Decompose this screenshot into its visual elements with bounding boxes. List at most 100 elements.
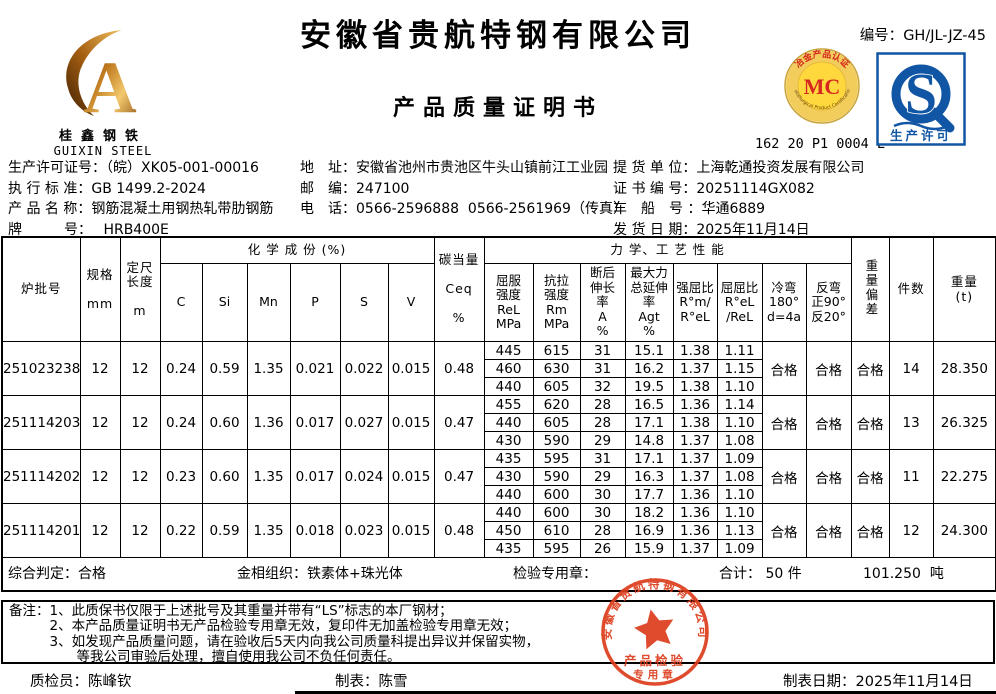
cell-mechanical: 16.9 <box>624 521 674 540</box>
cell-batch-number: 251114203 <box>1 395 81 450</box>
cell-mechanical: 435 <box>483 449 534 468</box>
table-header-row: 炉批号 规格 mm 定尺 长度 m 化 学 成 份 (%) 碳当量 Ceq % … <box>1 236 996 342</box>
cell-mechanical: 30 <box>579 485 626 504</box>
remark-line: 3、如发现产品质量问题，请在验收后5天内向我公司质量科提出异议并保留实物， <box>49 633 540 650</box>
cell-mechanical: 620 <box>532 395 581 414</box>
cell-mechanical: 31 <box>579 449 626 468</box>
col-header-cold-bend: 冷弯 180° d=4a <box>761 263 807 342</box>
cell-ceq: 0.48 <box>433 503 485 558</box>
cell-chemistry: 0.017 <box>289 395 341 450</box>
cell-mechanical: 31 <box>579 341 626 360</box>
cell-mechanical: 435 <box>483 539 534 558</box>
remark-line: 等我公司审验后处理，擅自使用我公司不负任何责任。 <box>49 649 401 666</box>
cell-chemistry: 0.22 <box>159 503 203 558</box>
cell-mechanical: 440 <box>483 503 534 522</box>
svg-text:A: A <box>83 47 136 120</box>
cell-mechanical: 19.5 <box>624 377 674 396</box>
remark-line: 1、此质保书仅限于上述批号及其重量并带有“LS”标志的本厂钢材； <box>49 603 453 619</box>
batch-row: 450 610 28 16.9 1.36 1.13 <box>2 521 996 540</box>
cell-mechanical: 600 <box>532 485 581 504</box>
doc-number: 编号：GH/JL-JZ-45 <box>860 24 986 45</box>
cell-chemistry: 0.59 <box>201 341 248 396</box>
cell-mechanical: 460 <box>483 359 534 378</box>
cell-weight-deviation: 合格 <box>850 341 890 396</box>
cell-mechanical: 16.3 <box>624 467 674 486</box>
cell-weight-deviation: 合格 <box>850 503 890 558</box>
info-label: 邮 编： <box>300 180 356 197</box>
cell-length: 12 <box>119 341 161 396</box>
info-label: 发 货 日 期： <box>613 221 697 238</box>
guixin-logo-block: A 桂鑫钢铁 GUIXIN STEEL <box>38 28 168 158</box>
cell-cold-bend: 合格 <box>761 503 807 558</box>
cell-mechanical: 600 <box>532 503 581 522</box>
cell-chemistry: 0.018 <box>289 503 341 558</box>
info-col-mid: 地 址：安徽省池州市贵池区牛头山镇前江工业园 邮 编：247100 电 话：05… <box>300 158 627 220</box>
summary-row: 综合判定：合格 金相组织：铁素体+珠光体 检验专用章： 合计： 50 件 101… <box>1 557 996 592</box>
total-pieces: 合计： 50 件 <box>719 566 802 582</box>
cell-mechanical: 1.38 <box>672 413 718 432</box>
guixin-logo-icon: A <box>66 30 137 129</box>
cell-mechanical: 605 <box>532 413 581 432</box>
info-label: 牌 号： <box>8 221 85 238</box>
info-value: 上海乾通投资发展有限公司 <box>696 160 865 176</box>
cell-chemistry: 0.017 <box>289 449 341 504</box>
remarks-box: 备注： 1、此质保书仅限于上述批号及其重量并带有“LS”标志的本厂钢材； 2、本… <box>1 600 995 666</box>
cell-chemistry: 1.35 <box>246 449 291 504</box>
cell-mechanical: 15.9 <box>624 539 674 558</box>
cell-mechanical: 28 <box>579 413 626 432</box>
col-header-agt: 最大力 总延伸 率 Agt % <box>624 263 674 342</box>
weight-deviation-label: 重量偏差 <box>863 258 879 317</box>
cell-mechanical: 1.38 <box>672 341 718 360</box>
info-value: GB 1499.2-2024 <box>91 180 206 197</box>
info-value: HRB400E <box>85 221 169 238</box>
mc-certificate-code: 162 20 P1 0004 L <box>755 136 886 152</box>
cell-chemistry: 0.022 <box>339 341 389 396</box>
cell-mechanical: 1.13 <box>716 521 763 540</box>
col-header-weight: 重量 (t) <box>932 236 996 342</box>
cell-mechanical: 605 <box>532 377 581 396</box>
cell-mechanical: 1.08 <box>716 431 763 450</box>
col-header-Si: Si <box>201 263 248 342</box>
cell-batch-number: 251114202 <box>1 449 81 504</box>
cell-mechanical: 1.37 <box>672 449 718 468</box>
info-col-left: 生产许可证号：（皖）XK05-001-00016 执 行 标 准：GB 1499… <box>8 158 303 240</box>
info-label: 产 品 名 称： <box>8 201 92 217</box>
batch-row: 251114201 12 12 0.22 0.59 1.35 0.018 0.023 0.015… <box>1 503 996 558</box>
info-col-right: 提 货 单 位：上海乾通投资发展有限公司 证 书 编 号：20251114GX0… <box>613 158 993 240</box>
info-value: 华通6889 <box>701 201 766 217</box>
cell-mechanical: 1.38 <box>672 377 718 396</box>
cell-mechanical: 1.09 <box>716 449 763 468</box>
info-line: 邮 编：247100 <box>300 179 610 200</box>
bottom-edge-bar <box>295 691 996 694</box>
info-line: 生产许可证号：（皖）XK05-001-00016 <box>8 158 303 179</box>
cell-chemistry: 0.60 <box>201 395 248 450</box>
cell-chemistry: 0.023 <box>339 503 389 558</box>
info-label: 车 船 号 ： <box>613 201 702 217</box>
col-header-rel-rel: 屈屈比 R°eL /ReL <box>716 263 763 342</box>
cell-weight: 28.350 <box>932 341 996 396</box>
cell-length: 12 <box>119 449 161 504</box>
cell-mechanical: 630 <box>532 359 581 378</box>
cell-mechanical: 1.36 <box>672 395 718 414</box>
cell-mechanical: 14.8 <box>624 431 674 450</box>
cell-chemistry: 0.024 <box>339 449 389 504</box>
info-label: 地 址： <box>300 160 356 176</box>
inspector: 质检员：陈峰钦 <box>30 674 132 690</box>
guixin-logo-en: GUIXIN STEEL <box>53 144 153 158</box>
cell-mechanical: 1.11 <box>716 341 763 360</box>
footer-row: 质检员：陈峰钦 制表：陈雪 制表日期：2025年11月14日 <box>0 670 996 694</box>
cell-chemistry: 0.23 <box>159 449 203 504</box>
cell-chemistry: 0.015 <box>387 503 435 558</box>
cell-reverse-bend: 合格 <box>805 449 852 504</box>
cell-mechanical: 17.1 <box>624 449 674 468</box>
guixin-logo-cn: 桂鑫钢铁 <box>58 129 147 144</box>
cell-chemistry: 0.24 <box>159 395 203 450</box>
stamp-line2: 专用章 <box>633 668 677 681</box>
cell-mechanical: 16.5 <box>624 395 674 414</box>
cell-mechanical: 430 <box>483 467 534 486</box>
info-label: 提 货 单 位： <box>613 160 697 176</box>
batch-row: 251114203 12 12 0.24 0.60 1.36 0.017 0.027 0.015… <box>1 395 996 450</box>
inspection-stamp-icon: 安徽省贵航特钢有限公司 产品检验 专用章 <box>600 577 709 686</box>
cell-mechanical: 32 <box>579 377 626 396</box>
